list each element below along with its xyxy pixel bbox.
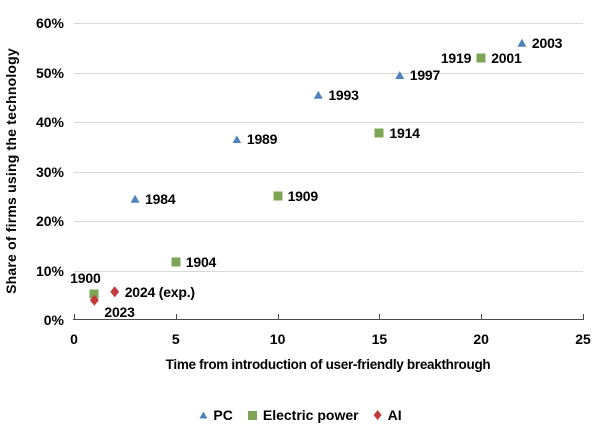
legend-label: PC: [213, 407, 233, 423]
legend-item-electric-power: Electric power: [247, 407, 359, 423]
gridline: [74, 171, 583, 173]
square-icon: [247, 410, 257, 420]
data-point-marker: [273, 191, 283, 201]
data-point-label: 1984: [145, 190, 176, 207]
gridline: [74, 270, 583, 272]
y-tick-label: 30%: [35, 163, 64, 180]
data-point-label: 1904: [185, 254, 217, 271]
data-point-label: 1914: [389, 124, 420, 141]
data-point-marker: [89, 294, 99, 306]
legend-label: AI: [387, 407, 402, 423]
data-point-label: 2001: [491, 49, 522, 66]
y-tick-label: 50%: [35, 64, 64, 81]
data-point-marker: [374, 128, 384, 138]
diamond-icon: [373, 410, 382, 420]
data-point-marker: [110, 286, 120, 298]
y-tick-label: 10%: [35, 262, 64, 279]
data-point-marker: [89, 289, 99, 299]
y-tick-label: 40%: [35, 114, 64, 130]
data-point-label: 2023: [104, 304, 135, 321]
data-point-label: 1997: [409, 66, 441, 83]
data-point-marker: [171, 257, 181, 267]
data-point-marker: [130, 194, 140, 203]
x-axis-tick: [379, 314, 381, 320]
data-point-marker: [395, 70, 405, 79]
gridline: [74, 122, 583, 123]
data-point-marker: [232, 135, 242, 144]
data-point-label: 1900: [70, 270, 101, 287]
x-axis-tick: [277, 314, 279, 320]
data-point-label: 2003: [531, 34, 563, 51]
x-tick-label: 20: [473, 331, 489, 347]
data-point-label: 1909: [287, 188, 319, 205]
data-point-label: 1919: [440, 49, 472, 66]
x-axis-tick: [175, 314, 177, 320]
legend: PC Electric power AI: [0, 407, 601, 423]
x-axis-title: Time from introduction of user-friendly …: [165, 357, 491, 372]
y-tick-label: 0%: [43, 312, 64, 328]
gridline: [74, 72, 583, 74]
x-axis-tick: [583, 314, 584, 320]
data-point-label: 1993: [328, 86, 359, 103]
legend-item-pc: PC: [199, 407, 233, 423]
y-tick-label: 20%: [35, 213, 64, 229]
x-axis-tick: [74, 314, 75, 320]
data-point-marker: [476, 53, 486, 63]
legend-label: Electric power: [262, 407, 359, 423]
gridline: [74, 221, 583, 222]
x-tick-label: 5: [171, 331, 180, 347]
data-point-marker: [517, 38, 527, 47]
data-point-label: 2024 (exp.): [124, 283, 195, 300]
x-axis-tick: [481, 314, 483, 320]
legend-item-ai: AI: [373, 407, 402, 423]
data-point-marker: [313, 90, 323, 99]
triangle-icon: [199, 411, 208, 419]
x-tick-label: 10: [269, 331, 286, 347]
x-tick-label: 15: [371, 331, 388, 347]
x-tick-label: 0: [70, 331, 78, 347]
data-point-label: 1989: [246, 131, 278, 148]
x-tick-label: 25: [575, 331, 591, 347]
x-axis-line: [73, 319, 584, 320]
y-tick-label: 60%: [35, 15, 64, 31]
plot-area: 1984 1989 1993 1997 2001 2003 1900 1904 1909 1914…: [70, 23, 584, 321]
gridline: [74, 23, 583, 24]
